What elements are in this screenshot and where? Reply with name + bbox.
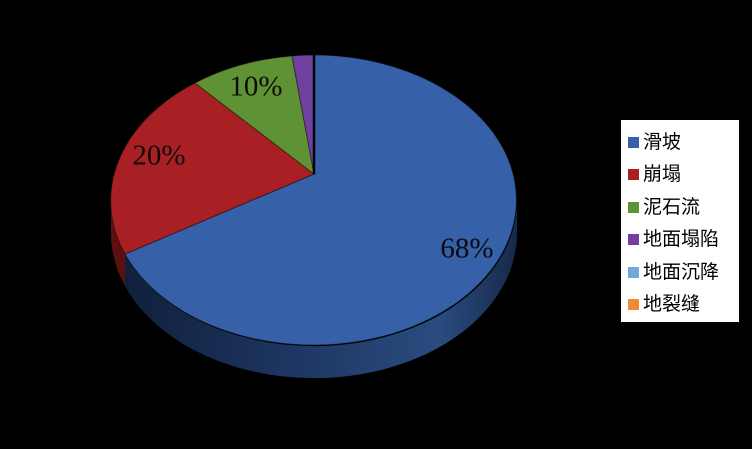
legend-item-landslide: 滑坡 (628, 126, 739, 159)
legend-swatch-ground-fissure (628, 299, 639, 311)
legend-swatch-collapse (628, 169, 639, 181)
legend-item-ground-fissure: 地裂缝 (628, 289, 739, 322)
legend-label-landslide: 滑坡 (643, 131, 682, 153)
legend-label-collapse: 崩塌 (643, 164, 682, 186)
legend-item-ground-subsidence: 地面沉降 (628, 256, 739, 289)
legend-box: 滑坡 崩塌 泥石流 地面塌陷 地面沉降 地裂缝 (620, 119, 740, 323)
pie-slice-collapse (110, 82, 315, 255)
pie-side-collapse (110, 200, 125, 286)
legend-item-debris-flow: 泥石流 (628, 191, 739, 224)
legend-label-debris-flow: 泥石流 (643, 196, 701, 218)
legend-swatch-debris-flow (628, 201, 639, 213)
legend-item-ground-collapse: 地面塌陷 (628, 224, 739, 257)
legend-label-ground-fissure: 地裂缝 (643, 294, 701, 316)
pie-slice-landslide (124, 54, 517, 346)
pie-slice-debris-flow (194, 55, 315, 176)
slice-label-landslide: 68% (440, 232, 494, 265)
legend-label-ground-collapse: 地面塌陷 (643, 229, 720, 251)
legend-swatch-ground-subsidence (628, 266, 639, 278)
legend-item-collapse: 崩塌 (628, 159, 739, 192)
legend-swatch-ground-collapse (628, 234, 639, 246)
legend-label-ground-subsidence: 地面沉降 (643, 261, 720, 283)
slice-label-collapse: 20% (132, 139, 186, 172)
pie-side-landslide (125, 200, 518, 379)
legend-swatch-landslide (628, 136, 639, 148)
slice-label-debris-flow: 10% (229, 70, 283, 103)
